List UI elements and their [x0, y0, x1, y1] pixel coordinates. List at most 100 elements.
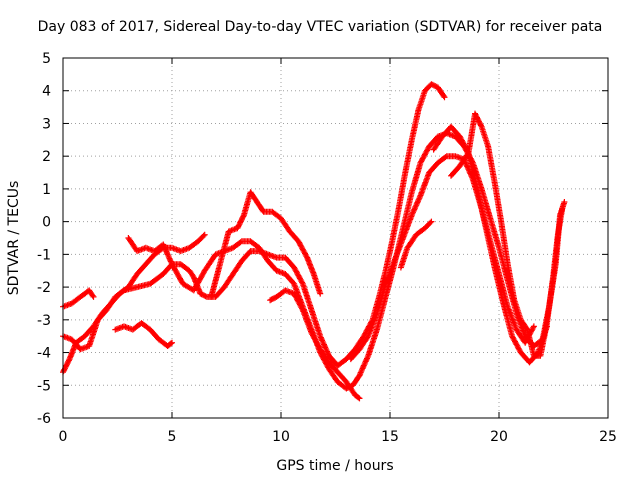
data-point-segment [256, 244, 270, 263]
data-point-segment [347, 347, 362, 363]
y-tick-label: 1 [42, 182, 51, 198]
data-point-segment [397, 246, 410, 271]
data-point-segment [81, 324, 96, 340]
data-point-segment [389, 207, 402, 245]
data-point-segment [417, 144, 432, 166]
data-point-segment [408, 161, 424, 196]
data-point-segment [496, 244, 511, 283]
series-track-g [267, 287, 363, 402]
data-point-segment [334, 357, 349, 369]
y-tick-label: -2 [37, 280, 51, 296]
data-point [428, 218, 435, 225]
data-point-segment [465, 149, 480, 191]
data-point-segment [221, 272, 236, 291]
plot-frame [62, 57, 609, 419]
data-point-segment [478, 185, 493, 220]
y-tick-label: 2 [42, 149, 51, 165]
data-point-segment [472, 110, 484, 129]
data-point-segment [304, 254, 317, 276]
data-point-segment [291, 264, 306, 286]
data-point-segment [308, 329, 323, 351]
data-marks [60, 81, 568, 402]
data-point-segment [308, 307, 323, 338]
data-point-segment [151, 245, 165, 258]
x-tick-label: 0 [59, 429, 68, 445]
data-point-segment [238, 249, 253, 264]
y-tick-label: 0 [42, 215, 51, 231]
data-point-segment [435, 154, 449, 166]
y-tick-label: -6 [37, 411, 51, 427]
data-point [356, 395, 363, 402]
data-point-segment [517, 316, 530, 332]
data-point-segment [487, 215, 502, 250]
data-point-segment [343, 347, 358, 363]
data-point-segment [186, 267, 196, 279]
y-tick-label: -5 [37, 378, 51, 394]
data-point-segment [428, 81, 440, 90]
series-track-f [208, 189, 324, 300]
data-point-segment [550, 233, 561, 277]
data-point-segment [116, 285, 131, 297]
data-point-segment [247, 238, 261, 250]
series-track-b [60, 231, 208, 376]
y-axis-label: SDTVAR / TECUs [6, 181, 22, 296]
data-point [530, 323, 537, 330]
data-point-segment [291, 290, 306, 312]
data-point-segment [426, 134, 440, 150]
data-point-segment [282, 271, 297, 286]
data-point-segment [352, 392, 362, 401]
data-point-segment [421, 219, 434, 232]
series-track-d [60, 287, 97, 310]
data-point-segment [485, 143, 498, 184]
data-point-segment [164, 340, 174, 349]
data-point-segment [66, 341, 79, 363]
data-point-segment [160, 241, 175, 266]
data-point-segment [278, 215, 292, 234]
data-point-segment [417, 171, 432, 199]
data-point-segment [190, 269, 207, 294]
data-point-segment [169, 261, 186, 286]
data-point-segment [299, 280, 314, 312]
data-point-segment [269, 208, 283, 221]
data-point-segment [334, 369, 349, 384]
data-point [201, 231, 208, 238]
data-point-segment [415, 89, 428, 114]
series-track-k [430, 123, 550, 366]
data-point-segment [68, 294, 83, 307]
data-point-segment [456, 133, 471, 155]
data-point-segment [404, 233, 419, 251]
data-point-segment [535, 324, 550, 356]
data-point-segment [365, 328, 380, 359]
x-tick-label: 20 [490, 429, 508, 445]
data-point-segment [426, 160, 440, 176]
data-point-segment [400, 213, 415, 241]
data-point [561, 199, 568, 205]
data-point-segment [504, 261, 517, 302]
series-track-c [112, 320, 175, 349]
y-tick-label: 4 [42, 84, 51, 100]
data-point-segment [544, 272, 557, 327]
data-point-segment [73, 334, 87, 346]
data-point-segment [382, 259, 397, 287]
x-tick-label: 5 [168, 429, 177, 445]
data-point-segment [478, 123, 491, 148]
data-point-segment [195, 232, 207, 245]
data-point-segment [90, 311, 105, 330]
data-point-segment [125, 272, 140, 291]
data-point-segment [400, 190, 415, 232]
data-point-segment [448, 164, 462, 179]
axis-ticks: 0 5 10 15 20 25 -6 -5 -4 -3 -2 -1 0 1 2 3 4 5 [37, 51, 617, 445]
data-point-segment [299, 307, 314, 335]
data-point-segment [509, 333, 524, 355]
data-point-segment [513, 326, 528, 345]
data-point-segment [142, 252, 157, 268]
data-point-segment [408, 108, 421, 143]
data-point-segment [498, 218, 511, 266]
y-tick-label: 5 [42, 51, 51, 67]
y-tick-label: -4 [37, 346, 51, 362]
data-point-segment [317, 346, 332, 365]
data-point-segment [86, 287, 96, 299]
data-point-segment [382, 239, 395, 274]
y-tick-label: -1 [37, 247, 51, 263]
